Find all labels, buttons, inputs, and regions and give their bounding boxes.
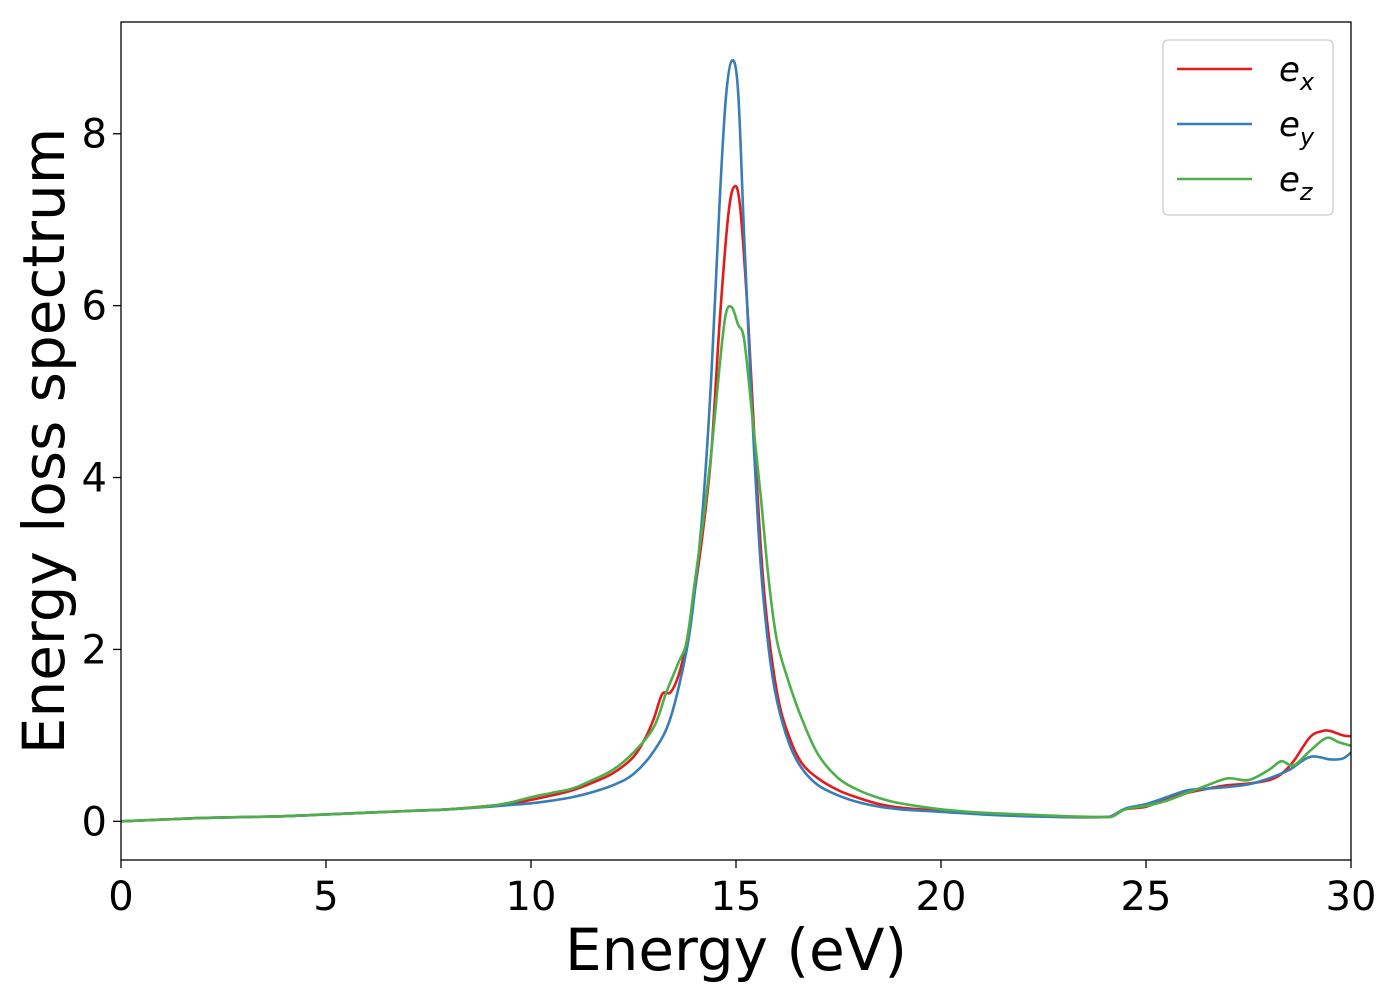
series-line-ex [121, 184, 1351, 823]
series-line-ey [121, 59, 1351, 823]
y-tick-label: 2 [82, 627, 107, 673]
x-tick-label: 20 [916, 874, 967, 920]
x-tick-label: 30 [1326, 874, 1377, 920]
series-layer [121, 59, 1351, 823]
y-axis-ticks: 0 2 4 6 8 [82, 112, 121, 845]
legend-label: ex [1279, 50, 1315, 96]
y-tick-label: 8 [82, 112, 107, 158]
y-tick-label: 0 [82, 799, 107, 845]
x-tick-label: 10 [506, 874, 557, 920]
legend: ex ey ez [1162, 39, 1334, 216]
legend-entry-ey: ey [1177, 105, 1315, 151]
x-axis-ticks: 0 5 10 15 20 25 30 [108, 860, 1376, 920]
y-tick-label: 4 [82, 456, 107, 502]
series-line-ez [121, 304, 1351, 823]
legend-entry-ex: ex [1177, 50, 1315, 96]
y-tick-label: 6 [82, 284, 107, 330]
legend-entry-ez: ez [1177, 160, 1314, 206]
legend-label: ey [1279, 105, 1315, 151]
x-tick-label: 5 [313, 874, 338, 920]
legend-label: ez [1279, 160, 1314, 206]
x-tick-label: 0 [108, 874, 133, 920]
x-tick-label: 15 [711, 874, 762, 920]
legend-box [1162, 39, 1334, 216]
x-tick-label: 25 [1121, 874, 1172, 920]
y-axis-label: Energy loss spectrum [10, 128, 78, 754]
x-axis-label: Energy (eV) [565, 916, 907, 984]
